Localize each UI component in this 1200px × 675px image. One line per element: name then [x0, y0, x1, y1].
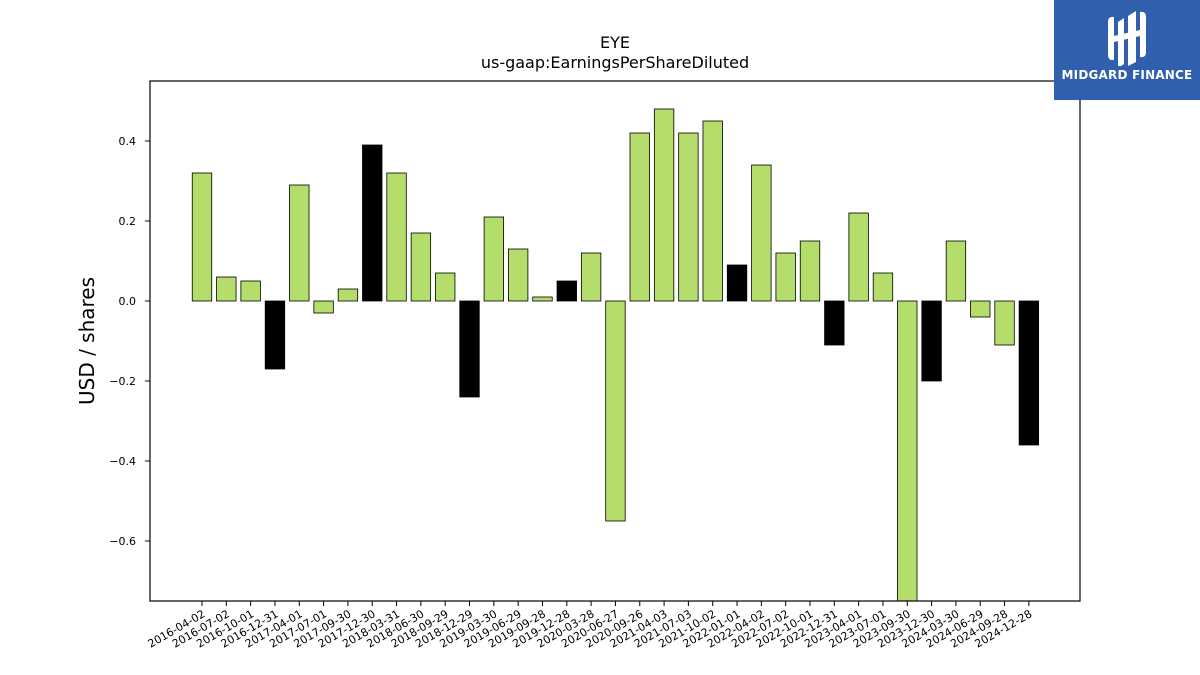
bar-2024-06-29	[970, 300, 991, 318]
bar-2024-12-28	[1018, 300, 1040, 446]
bar-2022-07-02	[775, 252, 796, 302]
bars-group	[191, 108, 1040, 602]
bar-2020-03-28	[580, 252, 602, 302]
bar-2023-12-30	[921, 300, 942, 382]
bar-2022-04-02	[751, 164, 772, 302]
bar-2021-07-03	[678, 132, 699, 302]
bar-2016-07-02	[216, 276, 237, 302]
y-tick-label: −0.4	[109, 455, 136, 468]
y-ticks-group: 0.4 0.2 0.0 −0.2 −0.4 −0.6	[109, 135, 150, 548]
bar-2017-09-30	[337, 288, 359, 302]
logo-mark-icon	[1108, 11, 1146, 66]
bar-2019-12-28	[556, 280, 577, 302]
bar-2019-06-29	[508, 248, 529, 302]
bar-2016-04-02	[191, 172, 213, 302]
bar-2020-09-26	[629, 132, 650, 302]
chart-title: EYE	[600, 33, 630, 52]
bar-2022-12-31	[824, 300, 845, 346]
bar-2024-03-30	[945, 240, 967, 302]
x-ticks-group: 2016-04-022016-07-022016-10-012016-12-31…	[146, 601, 1034, 651]
bar-2021-10-02	[702, 120, 723, 302]
bar-2019-03-30	[483, 216, 504, 302]
bar-2022-01-01	[726, 264, 748, 302]
logo-text: MIDGARD FINANCE	[1061, 68, 1193, 82]
bar-2017-12-30	[362, 144, 383, 302]
bar-2023-09-30	[897, 300, 918, 602]
bar-2022-10-01	[799, 240, 821, 302]
bar-2019-09-28	[532, 296, 553, 302]
bar-2024-09-28	[994, 300, 1015, 346]
plot-frame	[149, 80, 1081, 602]
bar-2018-03-31	[386, 172, 407, 302]
brand-logo: MIDGARD FINANCE	[1054, 0, 1200, 100]
bar-2017-07-01	[313, 300, 334, 314]
bar-2023-07-01	[872, 272, 894, 302]
bar-2016-12-31	[264, 300, 286, 370]
chart-subtitle: us-gaap:EarningsPerShareDiluted	[481, 53, 749, 72]
y-tick-label: 0.0	[119, 295, 137, 308]
bar-2023-04-01	[848, 212, 869, 302]
bar-2016-10-01	[240, 280, 261, 302]
bar-2018-09-29	[435, 272, 456, 302]
bar-2018-12-29	[459, 300, 480, 398]
bar-2021-04-03	[653, 108, 675, 302]
y-tick-label: 0.2	[119, 215, 137, 228]
y-tick-label: −0.6	[109, 535, 136, 548]
bar-2020-06-27	[605, 300, 626, 522]
y-axis-label: USD / shares	[75, 277, 99, 405]
bar-2017-04-01	[289, 184, 310, 302]
y-tick-label: −0.2	[109, 375, 136, 388]
y-tick-label: 0.4	[119, 135, 137, 148]
bar-2018-06-30	[410, 232, 432, 302]
